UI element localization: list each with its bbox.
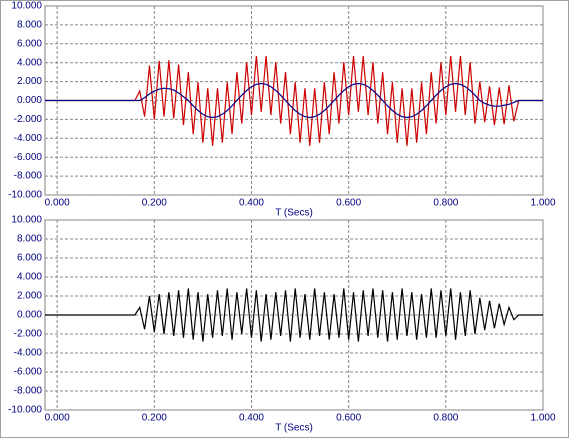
y-tick-label: -6.000: [14, 367, 43, 378]
series-line: [45, 288, 543, 342]
y-tick-label: -10.000: [8, 405, 42, 416]
x-axis-label: T (Secs): [275, 208, 313, 219]
y-tick-label: 10.000: [11, 215, 42, 226]
x-tick-label: 0.200: [142, 413, 167, 424]
y-tick-label: -6.000: [14, 152, 43, 163]
x-tick-label: 0.600: [336, 413, 361, 424]
y-tick-label: -2.000: [14, 329, 43, 340]
series-line: [45, 82, 543, 119]
x-tick-label: 0.800: [433, 198, 458, 209]
x-tick-label: 0.400: [239, 413, 264, 424]
x-tick-label: 1.000: [530, 198, 555, 209]
y-tick-label: 8.000: [17, 20, 42, 31]
x-tick-label: 0.400: [239, 198, 264, 209]
x-tick-label: 0.800: [433, 413, 458, 424]
y-tick-label: -4.000: [14, 348, 43, 359]
y-tick-label: 6.000: [17, 38, 42, 49]
y-tick-label: 8.000: [17, 234, 42, 245]
y-tick-label: 0.000: [17, 95, 42, 106]
x-axis-label: T (Secs): [275, 423, 313, 434]
y-tick-label: -10.000: [8, 190, 42, 201]
x-tick-label: 0.000: [45, 198, 70, 209]
y-tick-label: 4.000: [17, 272, 42, 283]
x-tick-label: 0.600: [336, 198, 361, 209]
y-tick-label: -2.000: [14, 114, 43, 125]
y-tick-label: 2.000: [17, 76, 42, 87]
x-tick-label: 1.000: [530, 413, 555, 424]
y-tick-label: 2.000: [17, 291, 42, 302]
y-tick-label: 0.000: [17, 310, 42, 321]
y-tick-label: -8.000: [14, 386, 43, 397]
x-tick-label: 0.000: [45, 413, 70, 424]
x-tick-label: 0.200: [142, 198, 167, 209]
y-tick-label: -8.000: [14, 171, 43, 182]
y-tick-label: 6.000: [17, 253, 42, 264]
y-tick-label: 4.000: [17, 57, 42, 68]
y-tick-label: -4.000: [14, 133, 43, 144]
y-tick-label: 10.000: [11, 1, 42, 12]
